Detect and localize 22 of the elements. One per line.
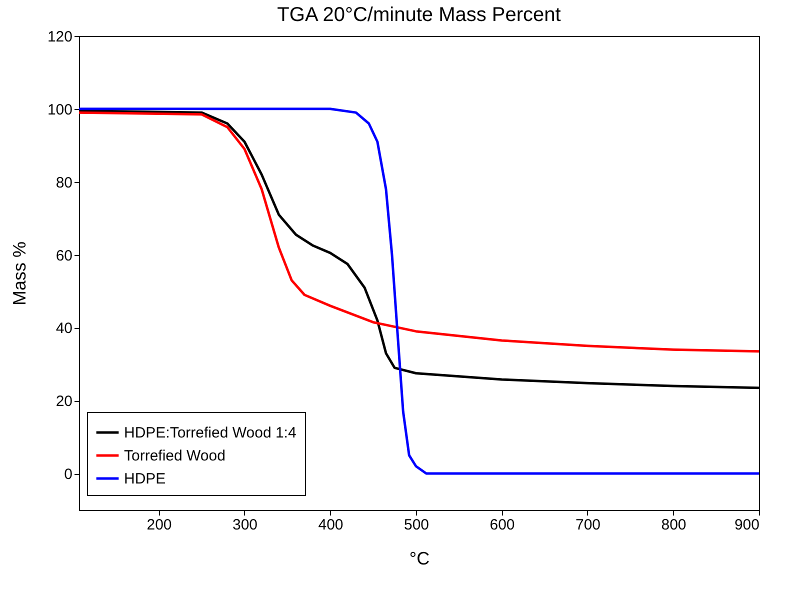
chart-title: TGA 20°C/minute Mass Percent [277, 4, 562, 26]
y-tick-label: 20 [56, 393, 72, 410]
x-tick-label: 400 [318, 516, 344, 534]
y-tick-label: 120 [47, 28, 72, 46]
x-tick-label: 500 [404, 516, 430, 534]
y-tick-label: 40 [56, 320, 72, 338]
x-tick-label: 300 [232, 516, 258, 534]
y-tick-label: 100 [47, 101, 72, 118]
legend-label: HDPE:Torrefied Wood 1:4 [124, 424, 296, 442]
x-tick-label: 800 [661, 516, 686, 534]
y-tick-label: 60 [56, 247, 72, 264]
x-tick-label: 200 [146, 516, 172, 534]
legend-label: Torrefied Wood [124, 448, 226, 464]
line-series [79, 108, 759, 475]
x-tick-label: 700 [575, 516, 601, 534]
y-axis-title: Mass % [9, 241, 30, 306]
legend-label: HDPE [124, 470, 166, 488]
y-tick-label: 0 [64, 466, 72, 484]
x-tick-label: 600 [490, 516, 515, 534]
x-axis-title: °C [409, 548, 430, 568]
x-tick-label: 900 [734, 516, 760, 534]
y-tick-label: 80 [56, 174, 72, 192]
